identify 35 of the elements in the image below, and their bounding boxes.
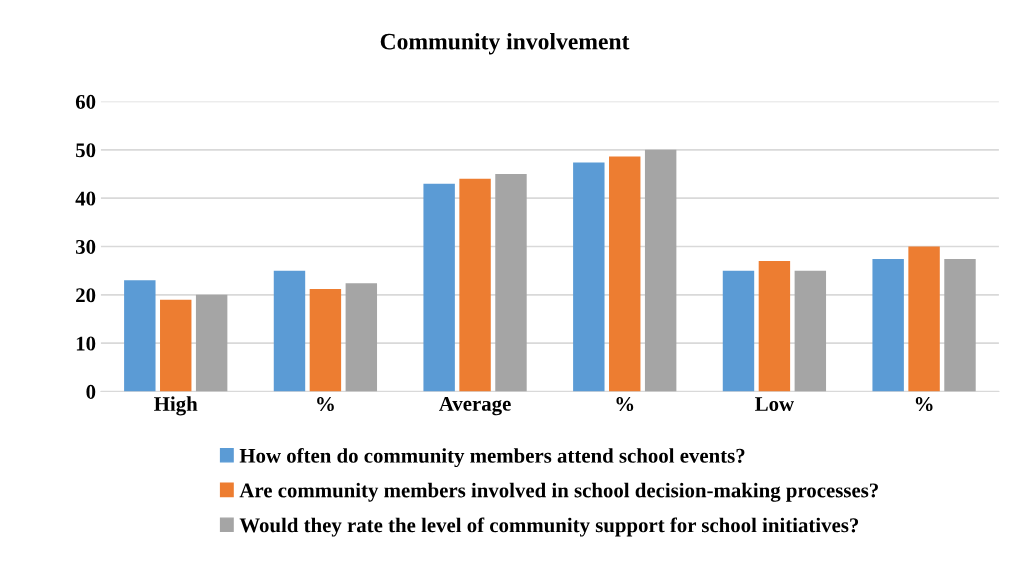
x-tick-label: Low	[755, 397, 794, 412]
bar	[794, 270, 827, 392]
bar	[872, 259, 904, 392]
x-tick-label: Average	[439, 396, 511, 416]
x-tick-label: %	[616, 396, 634, 412]
bar	[273, 270, 306, 392]
bar	[944, 259, 976, 392]
legend-label: Are community members involved in school decision-making processes?	[239, 482, 878, 502]
bar	[345, 283, 378, 392]
legend-label: How often do community members attend school events?	[239, 447, 745, 468]
x-tick-label: %	[915, 396, 933, 412]
bar	[722, 270, 755, 392]
y-tick-label: 40	[75, 191, 96, 206]
y-tick-label: 30	[75, 239, 96, 254]
x-tick-label: High	[154, 396, 198, 416]
y-tick-label: 20	[76, 288, 96, 303]
y-tick-label: 0	[86, 384, 96, 399]
bar	[495, 174, 527, 392]
bar	[195, 294, 228, 392]
y-tick-label: 50	[76, 143, 96, 158]
bar	[459, 178, 491, 392]
bar	[423, 183, 455, 392]
bar	[160, 299, 192, 392]
bar	[758, 261, 791, 392]
bar	[908, 246, 940, 392]
bar	[573, 162, 605, 392]
bar	[124, 280, 156, 392]
chart-title: Community involvement	[380, 32, 630, 55]
bar	[644, 149, 677, 392]
legend-label: Would they rate the level of community support for school initiatives?	[239, 517, 859, 537]
bar	[309, 289, 342, 392]
y-tick-label: 10	[76, 336, 96, 351]
x-tick-label: %	[317, 396, 334, 412]
y-tick-label: 60	[75, 94, 96, 109]
bar	[609, 156, 641, 392]
